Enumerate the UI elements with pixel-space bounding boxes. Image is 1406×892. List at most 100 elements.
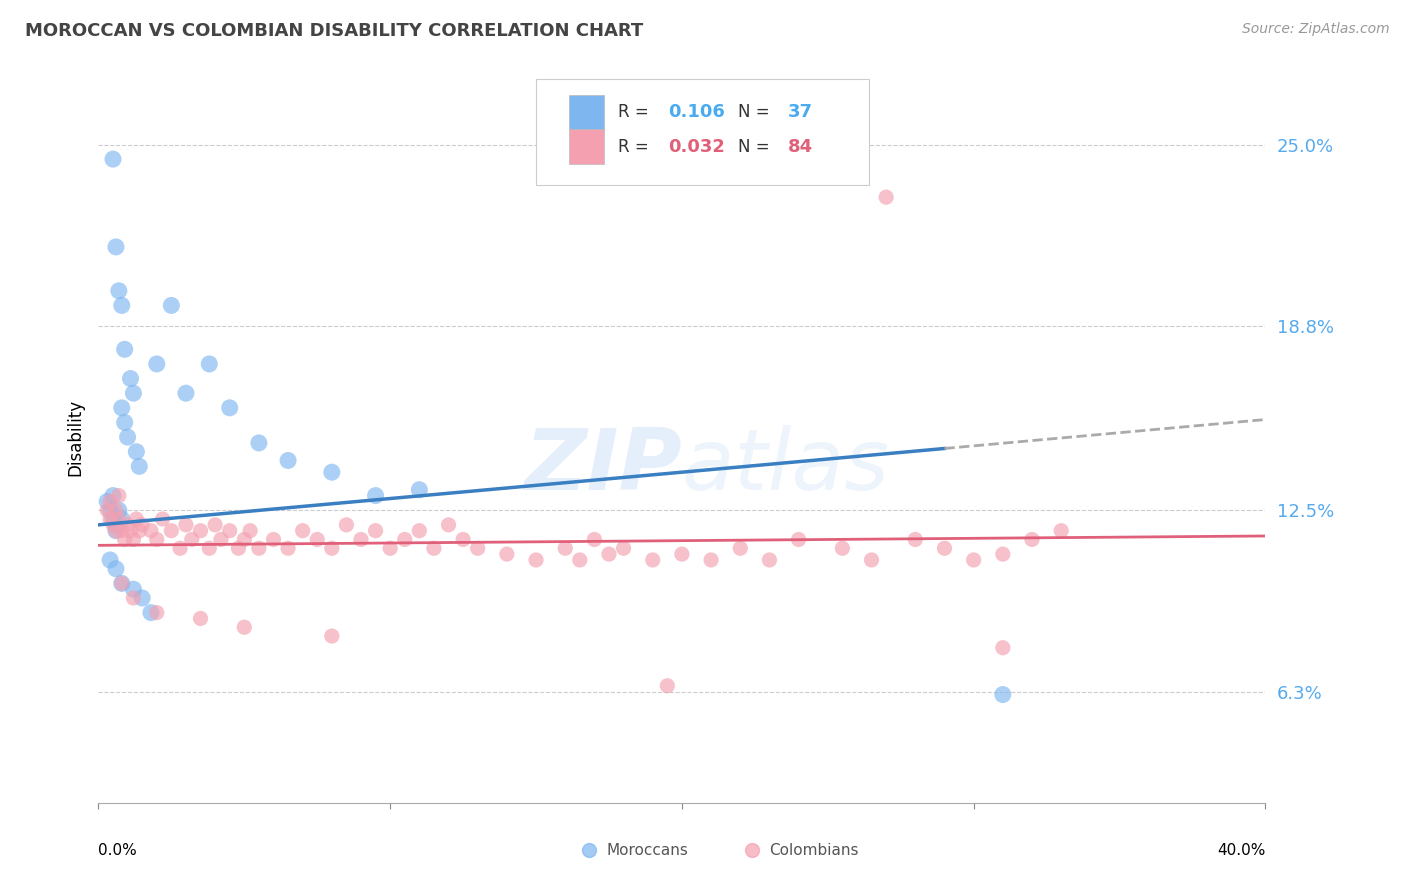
Point [321, 541, 343, 556]
Point [98, 494, 121, 508]
Point [101, 489, 124, 503]
Point [730, 541, 752, 556]
Point [467, 541, 489, 556]
Point [101, 512, 124, 526]
Point [321, 465, 343, 479]
Point [787, 533, 810, 547]
Text: ZIP: ZIP [524, 425, 682, 508]
Point [831, 541, 853, 556]
Point [394, 533, 416, 547]
Point [554, 541, 576, 556]
Point [120, 371, 142, 385]
Point [277, 453, 299, 467]
Point [612, 541, 634, 556]
Point [307, 533, 329, 547]
Text: N =: N = [738, 103, 775, 121]
Point [96, 503, 118, 517]
Point [104, 524, 127, 538]
Point [991, 547, 1014, 561]
Point [98, 553, 121, 567]
Point [380, 541, 402, 556]
Point [321, 629, 343, 643]
Point [128, 459, 150, 474]
Point [408, 524, 430, 538]
Text: Colombians: Colombians [769, 843, 859, 858]
Point [496, 547, 519, 561]
Point [204, 517, 226, 532]
Point [152, 512, 174, 526]
Point [122, 591, 145, 605]
Point [671, 547, 693, 561]
Point [160, 298, 183, 312]
Point [111, 576, 134, 591]
Point [228, 541, 250, 556]
Point [104, 562, 127, 576]
Point [598, 547, 620, 561]
Point [991, 688, 1014, 702]
Point [114, 343, 136, 357]
FancyBboxPatch shape [568, 129, 603, 164]
Point [114, 416, 136, 430]
Point [120, 524, 142, 538]
Point [104, 524, 127, 538]
Point [364, 524, 387, 538]
Point [190, 524, 212, 538]
Point [174, 517, 197, 532]
Point [875, 190, 897, 204]
Point [408, 483, 430, 497]
Point [1050, 524, 1073, 538]
Point [262, 533, 284, 547]
Point [108, 503, 131, 517]
Point [209, 533, 232, 547]
Point [641, 553, 664, 567]
Point [180, 533, 202, 547]
Point [104, 240, 127, 254]
FancyBboxPatch shape [536, 78, 869, 185]
Point [335, 517, 357, 532]
Point [122, 533, 145, 547]
Point [117, 517, 139, 532]
Text: R =: R = [617, 137, 654, 156]
Point [423, 541, 446, 556]
Point [350, 533, 373, 547]
Point [218, 524, 240, 538]
Point [98, 512, 121, 526]
Point [934, 541, 956, 556]
Text: N =: N = [738, 137, 775, 156]
Point [117, 430, 139, 444]
Point [131, 591, 153, 605]
Point [962, 553, 984, 567]
Point [364, 489, 387, 503]
Point [111, 524, 134, 538]
Point [198, 541, 221, 556]
Text: Moroccans: Moroccans [606, 843, 688, 858]
Point [247, 436, 270, 450]
Text: 0.106: 0.106 [668, 103, 724, 121]
Point [128, 524, 150, 538]
Point [139, 606, 162, 620]
Point [437, 517, 460, 532]
Point [139, 524, 162, 538]
Point [657, 679, 679, 693]
Point [1021, 533, 1043, 547]
Point [131, 517, 153, 532]
Point [758, 553, 780, 567]
Point [101, 517, 124, 532]
Point [991, 640, 1014, 655]
Point [451, 533, 474, 547]
Point [860, 553, 883, 567]
Point [904, 533, 927, 547]
Point [125, 512, 148, 526]
Point [101, 152, 124, 166]
Point [277, 541, 299, 556]
Text: 37: 37 [789, 103, 813, 121]
Point [198, 357, 221, 371]
Text: R =: R = [617, 103, 654, 121]
Text: atlas: atlas [682, 425, 890, 508]
Point [98, 503, 121, 517]
Point [169, 541, 191, 556]
Point [146, 533, 169, 547]
Point [122, 582, 145, 597]
Point [568, 553, 591, 567]
Point [583, 533, 606, 547]
